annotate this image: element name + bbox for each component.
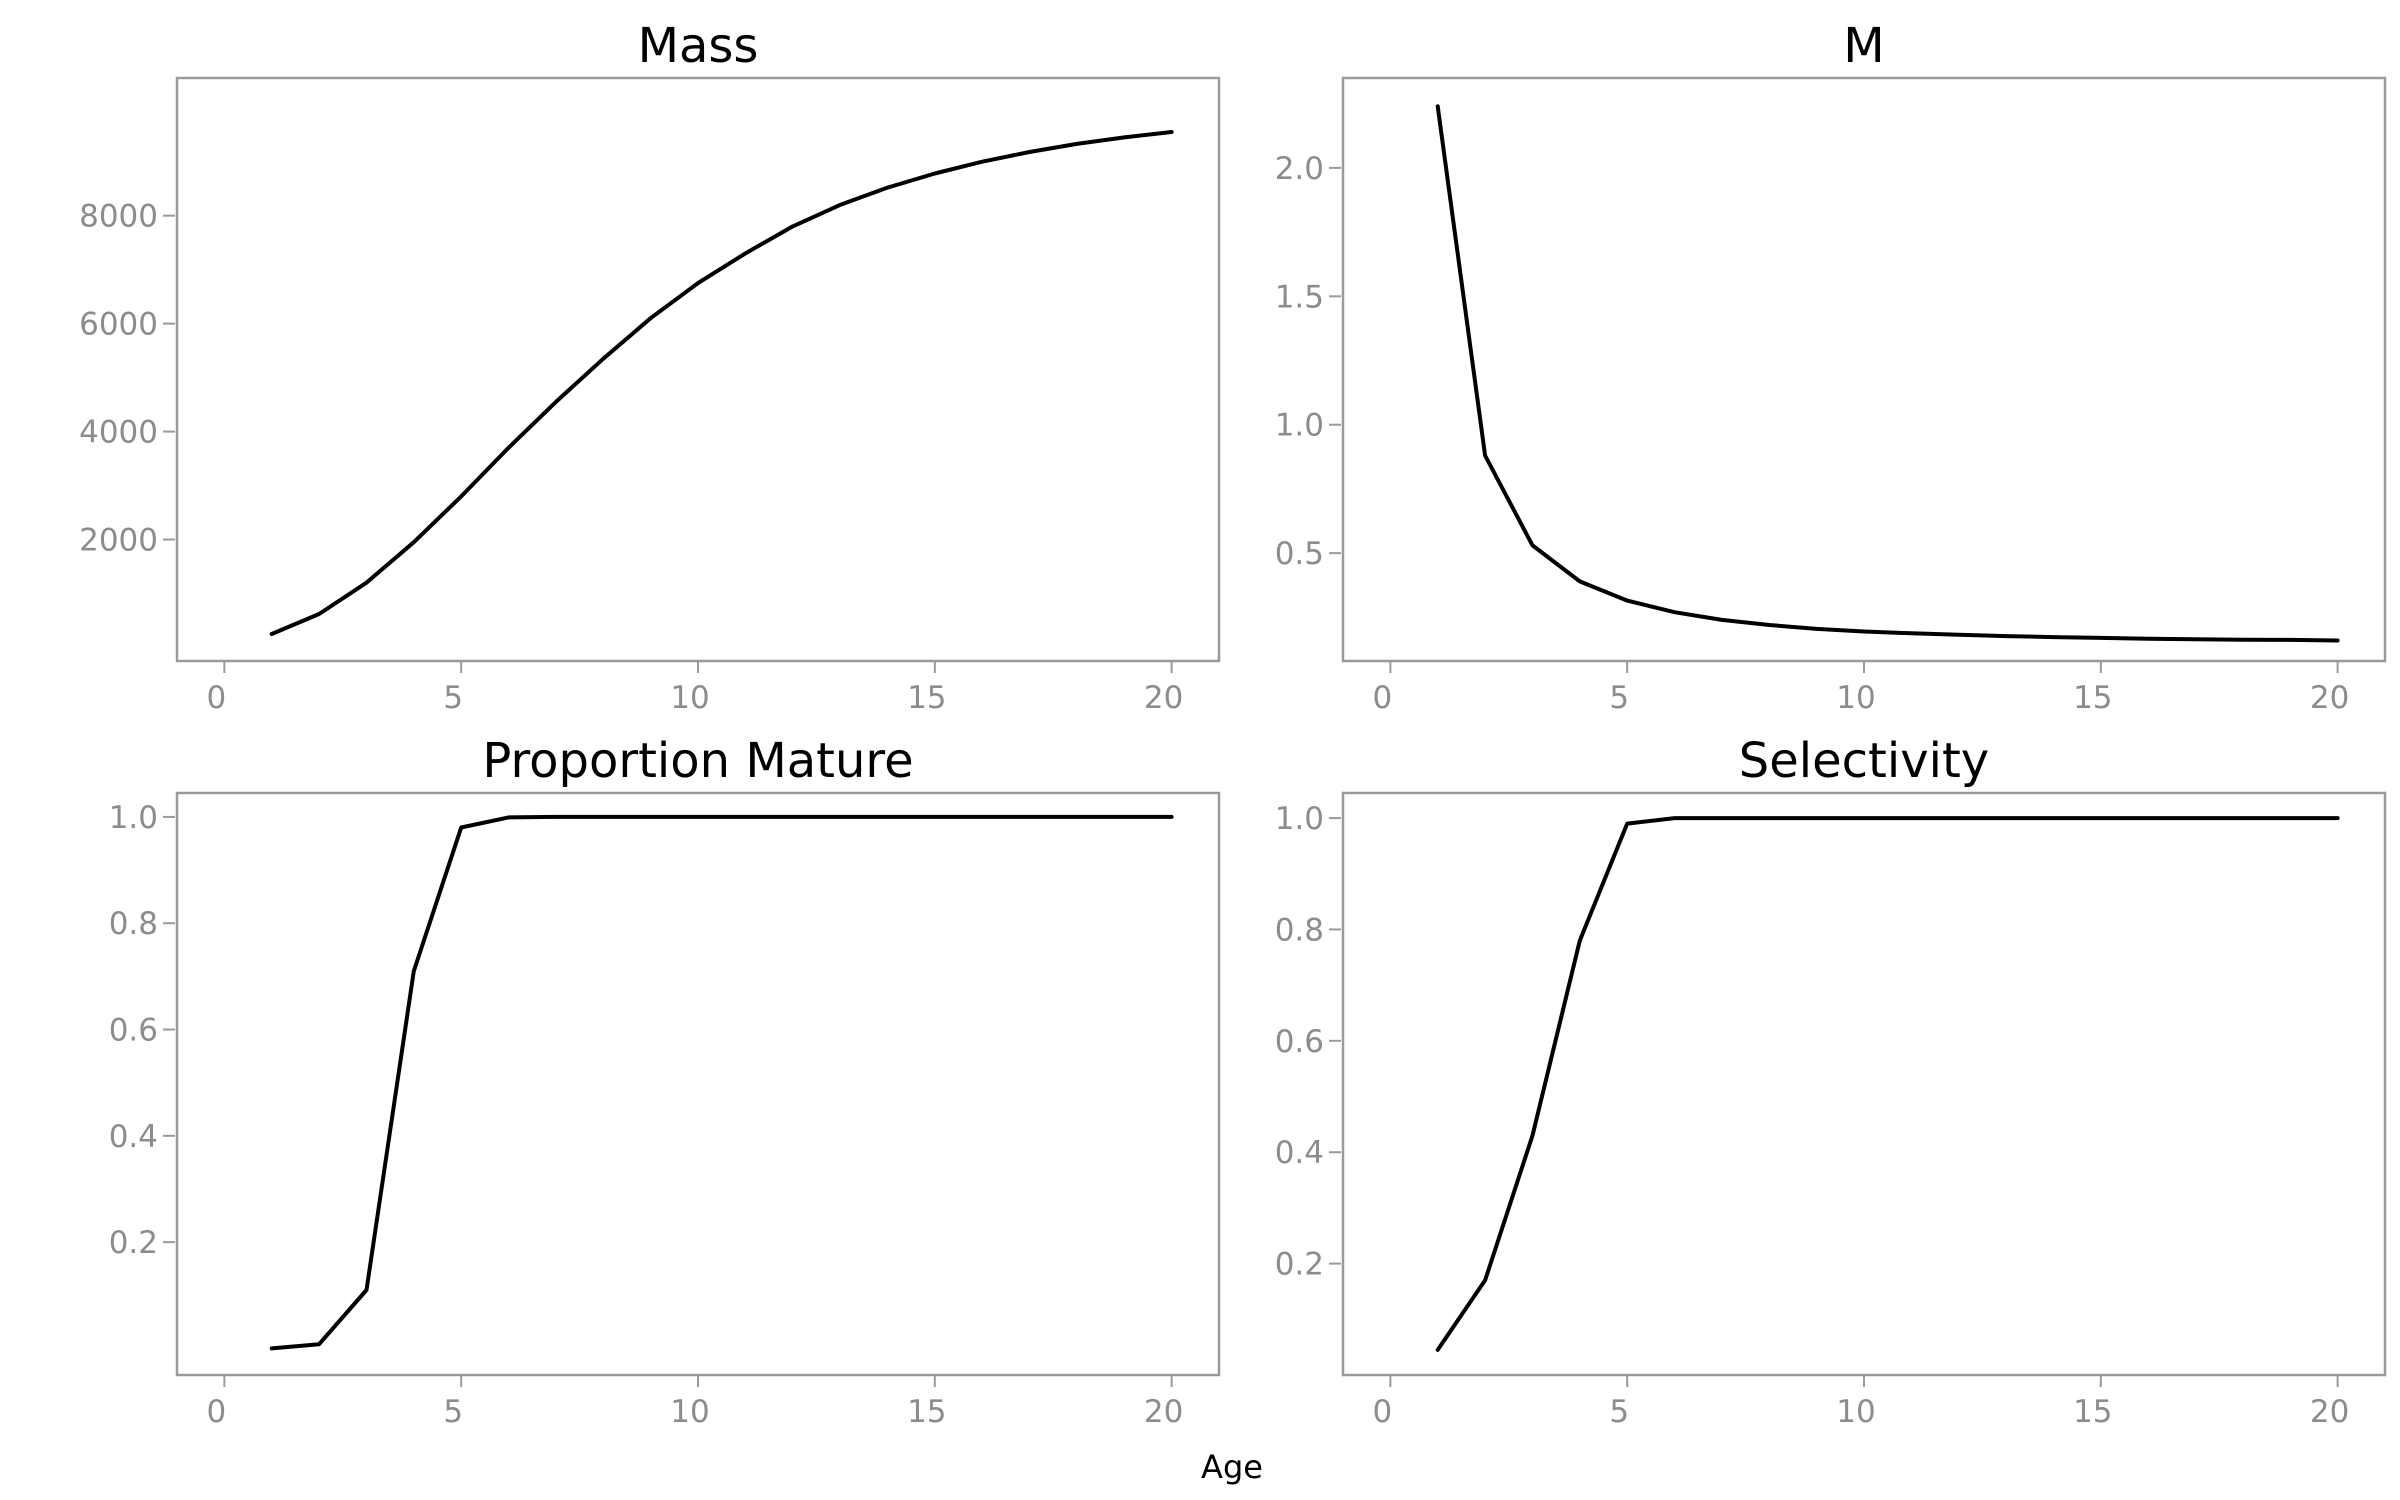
plot-frame <box>175 76 1221 663</box>
x-tick-label: 0 <box>206 680 226 716</box>
plot-frame <box>1341 76 2387 663</box>
y-tick-label: 0.4 <box>1275 1135 1324 1171</box>
x-tick-label: 5 <box>1609 680 1629 716</box>
series-line-selectivity <box>1435 816 2340 1352</box>
x-tick-label: 5 <box>443 1394 463 1430</box>
y-tick-label: 1.0 <box>109 800 158 836</box>
plot-frame <box>175 791 1221 1377</box>
x-tick-label: 15 <box>2073 1394 2112 1430</box>
y-tick-label: 0.2 <box>1275 1247 1324 1283</box>
y-tick-label: 0.5 <box>1275 536 1324 572</box>
chart-mass: Mass 0 5 10 15 20 2000 4000 6000 8000 <box>79 18 1221 716</box>
x-tick-label: 20 <box>2310 1394 2349 1430</box>
x-tick-label: 20 <box>2310 680 2349 716</box>
x-tick-label: 0 <box>206 1394 226 1430</box>
y-tick-label: 0.6 <box>1275 1024 1324 1060</box>
y-tick-label: 0.8 <box>1275 912 1324 948</box>
series-line-mass <box>269 130 1174 636</box>
chart-m: M 0 5 10 15 20 0.5 1.0 1.5 2.0 <box>1275 18 2387 716</box>
y-tick-label: 6000 <box>79 307 158 343</box>
x-tick-label: 10 <box>1836 1394 1875 1430</box>
x-tick-label: 15 <box>907 1394 946 1430</box>
plot-frame <box>1341 791 2387 1377</box>
chart-title-mass: Mass <box>638 18 759 74</box>
x-tick-label: 15 <box>907 680 946 716</box>
x-tick-label: 10 <box>670 680 709 716</box>
x-tick-label: 0 <box>1372 1394 1392 1430</box>
chart-title-selectivity: Selectivity <box>1739 733 1989 789</box>
y-tick-label: 1.0 <box>1275 408 1324 444</box>
series-line-proportion-mature <box>269 814 1174 1351</box>
x-tick-label: 20 <box>1144 680 1183 716</box>
x-tick-label: 10 <box>1836 680 1875 716</box>
series-line-m <box>1435 104 2340 643</box>
y-tick-label: 4000 <box>79 415 158 451</box>
x-tick-label: 0 <box>1372 680 1392 716</box>
y-tick-label: 1.0 <box>1275 801 1324 837</box>
y-tick-label: 8000 <box>79 199 158 235</box>
x-tick-label: 10 <box>670 1394 709 1430</box>
y-tick-label: 0.6 <box>109 1013 158 1049</box>
y-tick-label: 0.2 <box>109 1225 158 1261</box>
chart-title-proportion-mature: Proportion Mature <box>482 733 913 789</box>
y-tick-label: 0.8 <box>109 906 158 942</box>
y-tick-label: 1.5 <box>1275 279 1324 315</box>
y-tick-label: 0.4 <box>109 1119 158 1155</box>
x-tick-label: 15 <box>2073 680 2112 716</box>
y-tick-label: 2000 <box>79 523 158 559</box>
chart-selectivity: Selectivity 0 5 10 15 20 0.2 0.4 0.6 0.8 1.0 <box>1275 733 2387 1430</box>
x-tick-label: 5 <box>1609 1394 1629 1430</box>
y-tick-label: 2.0 <box>1275 151 1324 187</box>
x-tick-label: 20 <box>1144 1394 1183 1430</box>
chart-title-m: M <box>1843 18 1884 74</box>
x-axis-label: Age <box>1201 1448 1263 1486</box>
x-tick-label: 5 <box>443 680 463 716</box>
chart-proportion-mature: Proportion Mature 0 5 10 15 20 0.2 0.4 0.6 0.8 1.0 <box>109 733 1221 1430</box>
